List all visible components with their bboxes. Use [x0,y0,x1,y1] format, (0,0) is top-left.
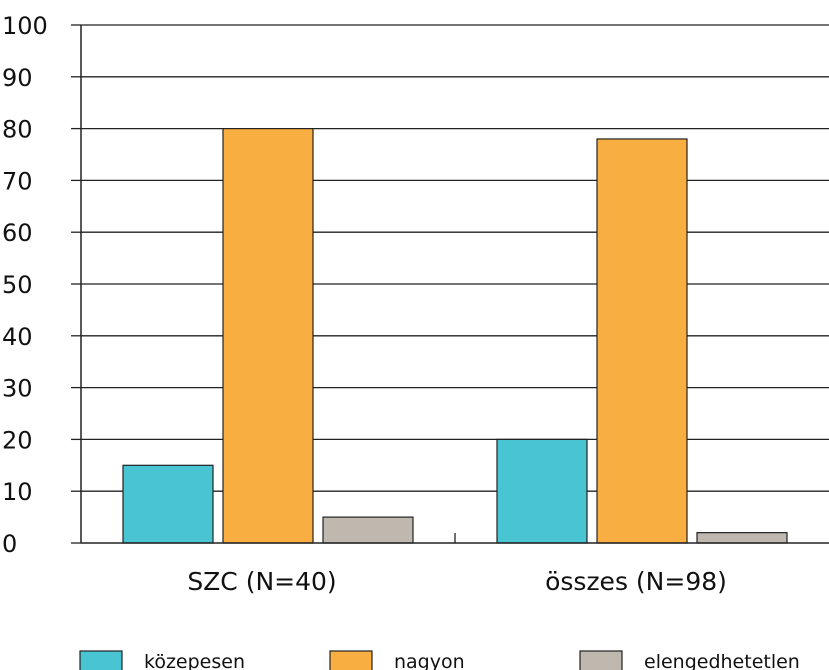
legend-label-nagyon: nagyon [394,651,465,670]
y-tick-label: 60 [2,219,33,247]
x-category-label: összes (N=98) [545,567,727,596]
legend-swatch-k-zepesen [79,650,123,670]
x-axis-labels: SZC (N=40) összes (N=98) [187,567,727,596]
y-tick-label: 90 [2,64,33,92]
bar-nagyon-2 [596,138,688,544]
bar-k-zepesen-2 [496,438,588,544]
y-tick-label: 40 [2,323,33,351]
legend-swatch-elengedhetetlen [579,650,623,670]
y-tick-label: 20 [2,426,33,454]
gridlines [81,24,829,492]
y-tick-label: 30 [2,375,33,403]
y-tick-label: 50 [2,271,33,299]
x-category-label: SZC (N=40) [187,567,336,596]
legend-label-elengedhetetlen: elengedhetetlen [644,651,800,670]
bar-nagyon-1 [222,128,314,544]
y-tick-label: 70 [2,167,33,195]
y-tick-label: 100 [2,12,48,40]
legend-swatch-nagyon [329,650,373,670]
y-tick-label: 0 [2,530,17,558]
bar-k-zepesen-1 [122,464,214,544]
y-tick-label: 80 [2,116,33,144]
y-tick-label: 10 [2,478,33,506]
bar-elengedhetetlen-2 [696,532,788,544]
legend-label-k-zepesen: közepesen [144,651,245,670]
bar-elengedhetetlen-1 [322,516,414,544]
legend: közepesen nagyon elengedhetetlen [79,650,800,670]
y-axis-ticks: 0 10 20 30 40 50 60 70 80 90 100 [2,12,81,558]
